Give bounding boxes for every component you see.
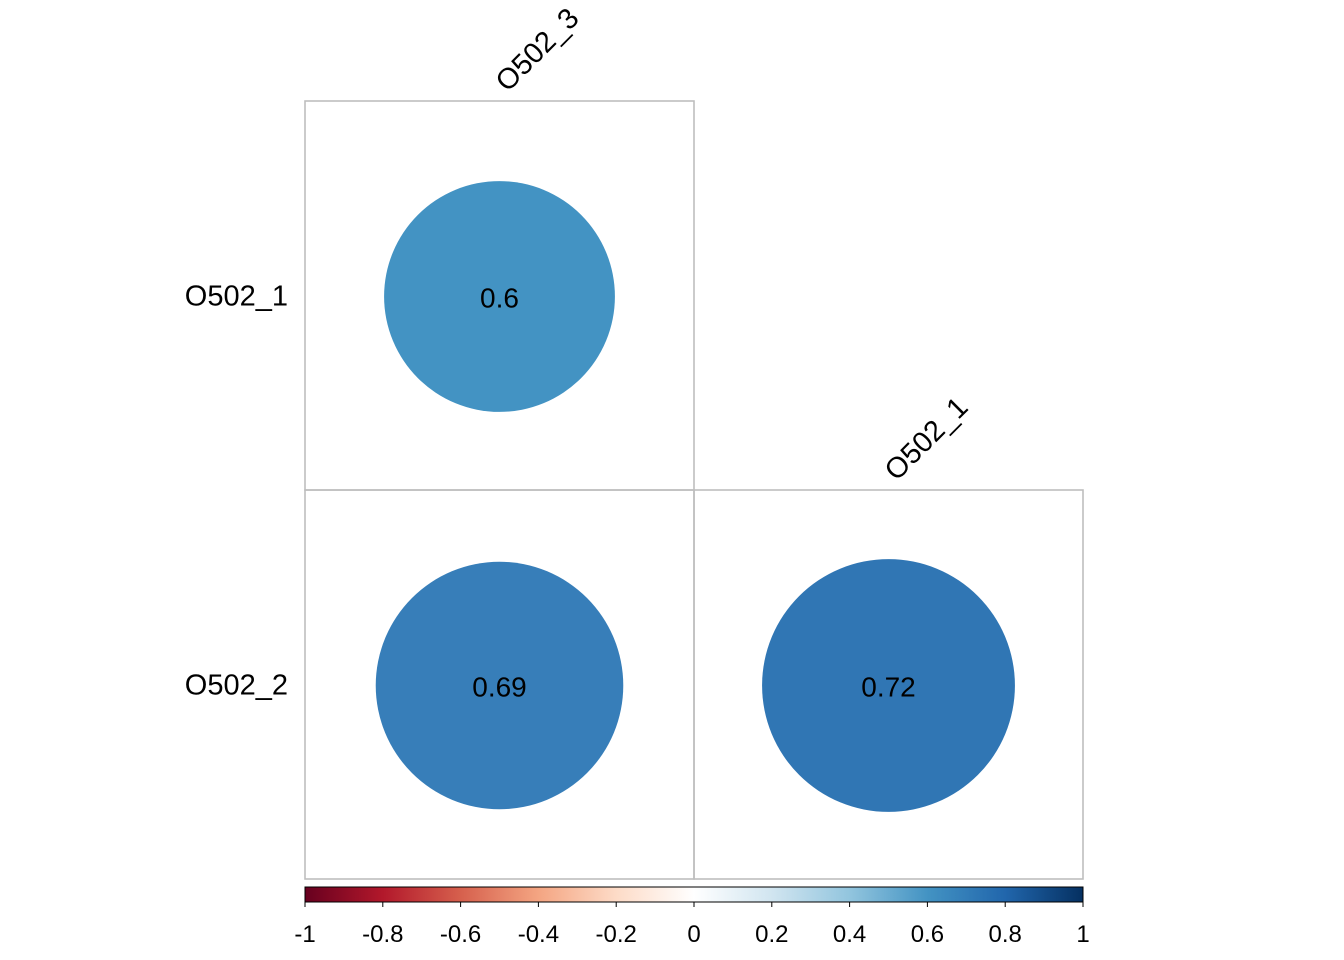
correlation-circle (384, 181, 615, 412)
colorbar-tick-label: -1 (294, 921, 315, 948)
correlation-circle (375, 561, 624, 810)
colorbar-tick-label: 1 (1076, 921, 1089, 948)
colorbar-tick-label: 0.6 (911, 921, 944, 948)
colorbar-tick-label: -0.4 (518, 921, 559, 948)
correlation-value-label: 0.6 (480, 283, 519, 314)
colorbar-tick-label: 0.8 (989, 921, 1022, 948)
colorbar-tick-label: -0.2 (596, 921, 637, 948)
cell-border (693, 489, 1084, 880)
column-label: O502_1 (879, 391, 975, 487)
correlation-value-label: 0.72 (861, 672, 916, 703)
colorbar-tick-label: -0.8 (362, 921, 403, 948)
column-label: O502_3 (490, 2, 586, 98)
plot-cells: 0.6 0.69 0.72 (304, 100, 1084, 880)
colorbar-tick-label: 0.4 (833, 921, 866, 948)
colorbar-gradient (304, 886, 1084, 903)
correlation-circle (762, 559, 1015, 812)
colorbar-tick-label: -0.6 (440, 921, 481, 948)
colorbar-legend: -1 -0.8 -0.6 -0.4 -0.2 0 0.2 0.4 0.6 0.8 1 (294, 886, 1090, 948)
row-label: O502_1 (185, 281, 288, 313)
row-labels: O502_1 O502_2 (185, 281, 288, 702)
colorbar-tick-label: 0 (687, 921, 700, 948)
row-label: O502_2 (185, 670, 288, 702)
correlation-value-label: 0.69 (472, 672, 527, 703)
colorbar-tick-label: 0.2 (755, 921, 788, 948)
